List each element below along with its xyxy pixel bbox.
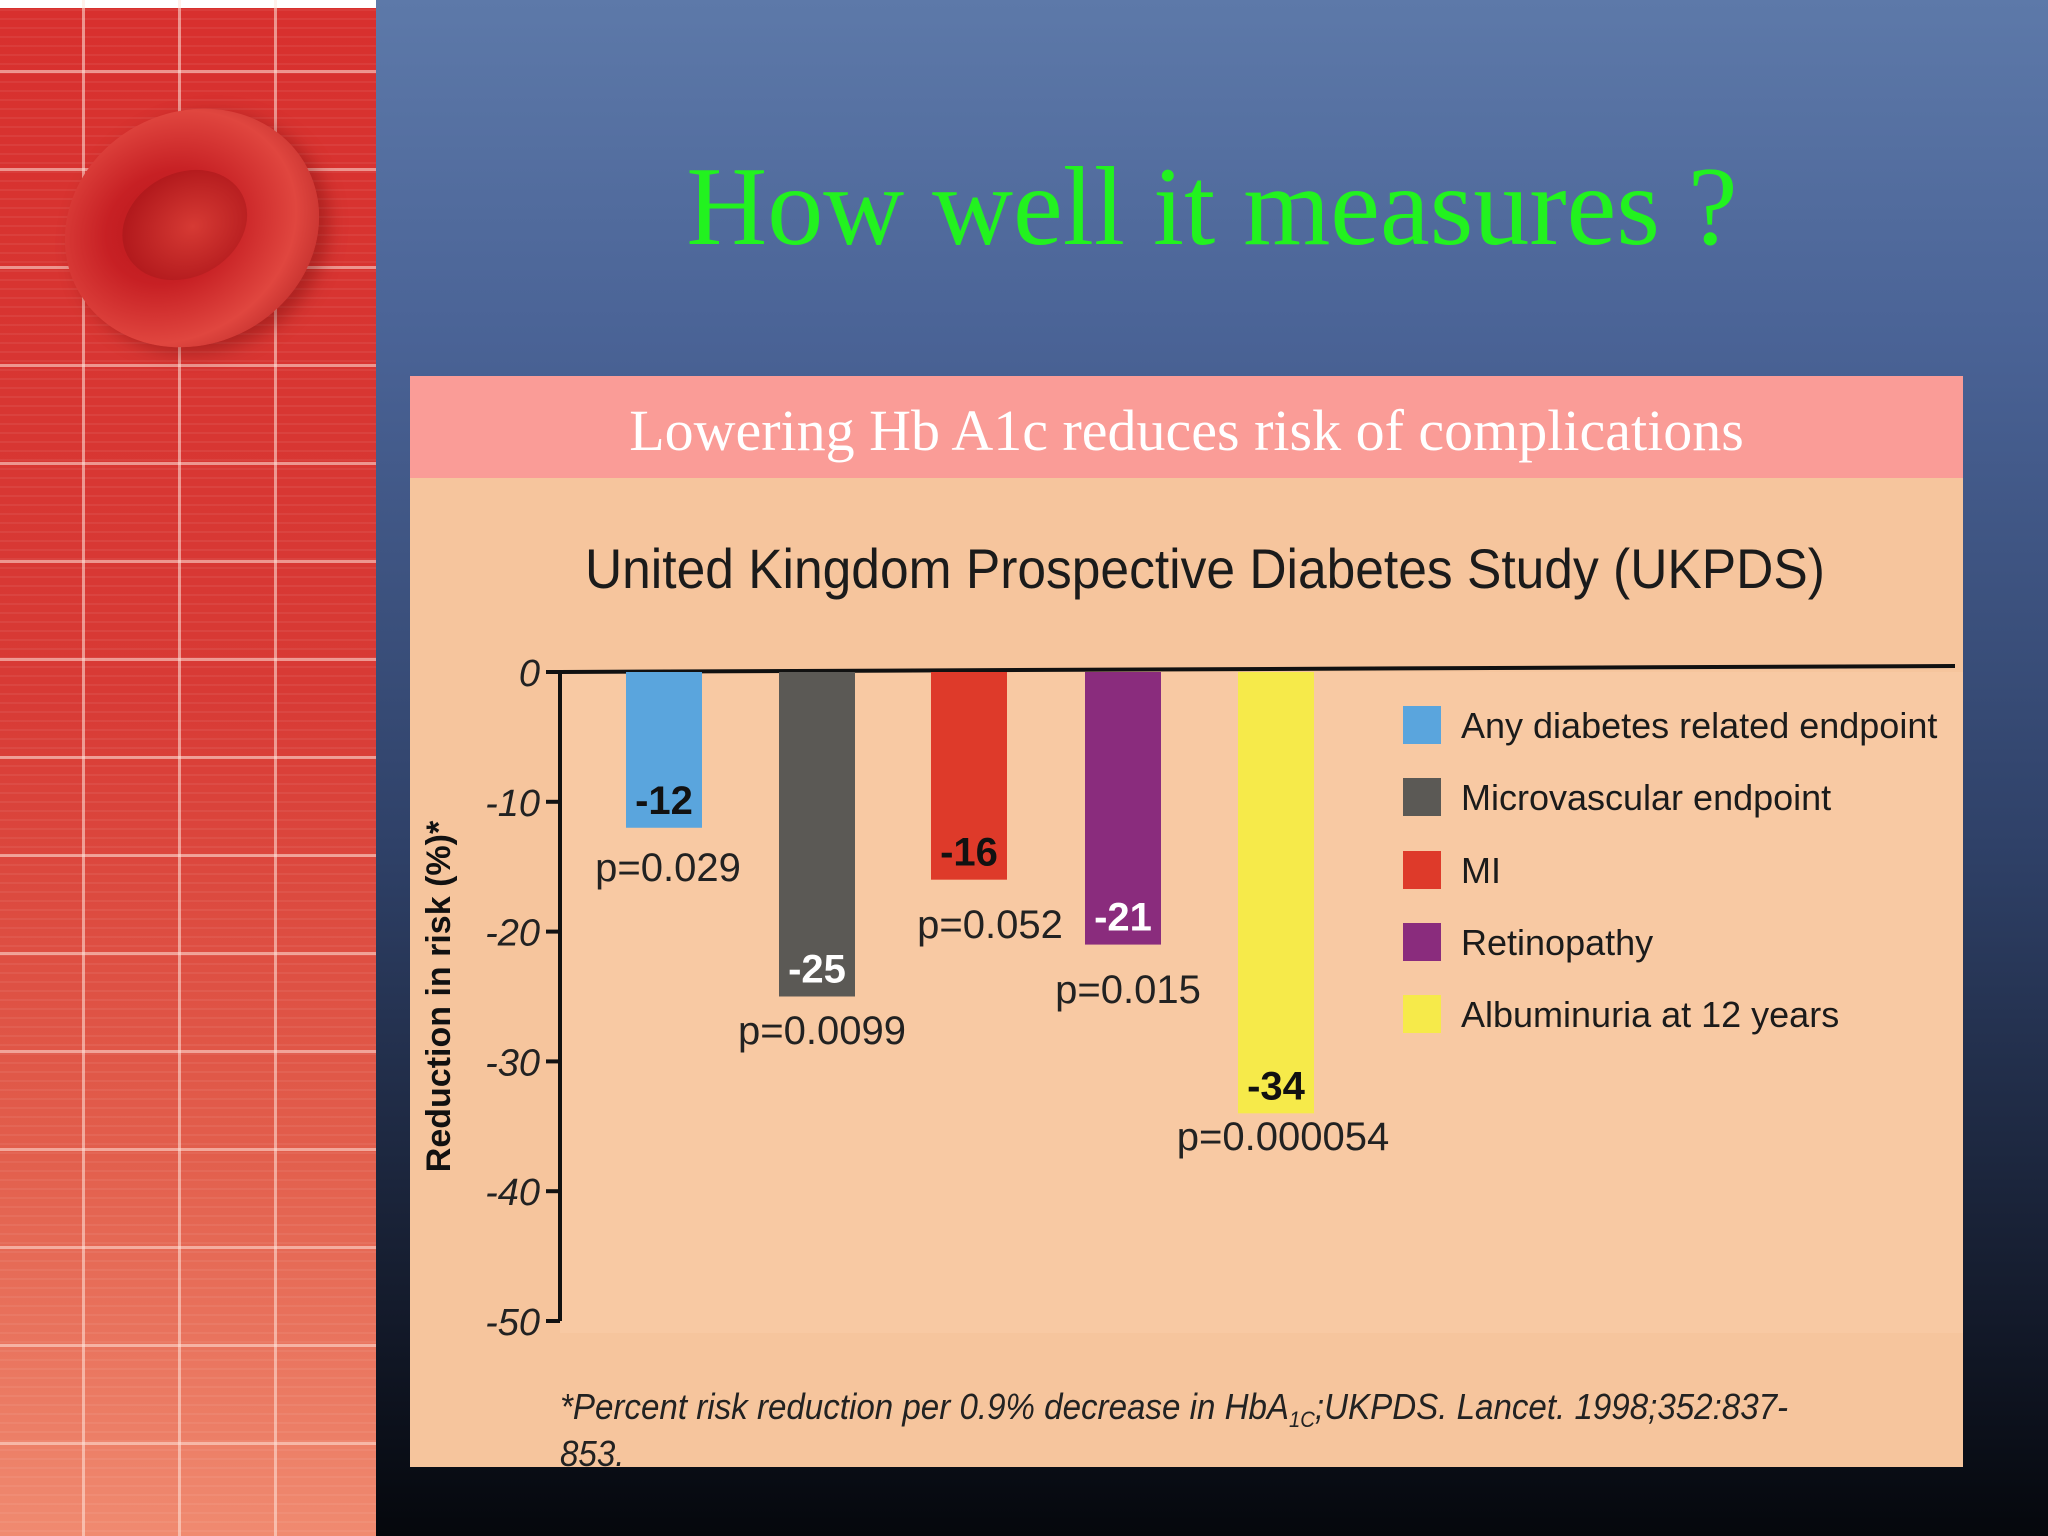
y-tick-label: -30 [485, 1042, 540, 1084]
footnote-subscript: 1C [1289, 1407, 1315, 1433]
bar-5 [1238, 672, 1314, 1114]
legend-label: Retinopathy [1461, 922, 1653, 963]
bar-value-label: -12 [635, 779, 693, 823]
grid-line [0, 756, 376, 759]
grid-line [0, 560, 376, 563]
legend-label: MI [1461, 850, 1501, 891]
y-tick-label: -10 [485, 783, 540, 825]
grid-line [82, 0, 85, 1536]
bar-2 [779, 672, 855, 997]
legend-label: Albuminuria at 12 years [1461, 994, 1839, 1035]
bar-3 [931, 672, 1007, 880]
p-value-label: p=0.0099 [738, 1009, 906, 1053]
grid-line [0, 1344, 376, 1347]
p-value-label: p=0.052 [917, 903, 1063, 947]
legend-label: Any diabetes related endpoint [1461, 705, 1937, 746]
legend-swatch [1403, 706, 1441, 744]
p-value-label: p=0.029 [595, 846, 741, 890]
grid-line [0, 70, 376, 73]
y-tick-label: -50 [485, 1302, 540, 1344]
strip-top-edge [0, 0, 376, 8]
bar-chart: 0 -10 -20 -30 -40 -50 Reduction in risk (%)* -1… [420, 653, 1963, 1344]
grid-line [0, 658, 376, 661]
bar-4 [1085, 672, 1161, 945]
bar-value-label: -25 [788, 948, 846, 992]
grid-line [0, 1050, 376, 1053]
zero-baseline [559, 664, 1956, 674]
grid-line [0, 1442, 376, 1445]
grid-line [274, 0, 277, 1536]
legend-swatch [1403, 778, 1441, 816]
grid-line [0, 1246, 376, 1249]
bar-value-label: -16 [940, 831, 998, 875]
chart-title: United Kingdom Prospective Diabetes Stud… [584, 537, 1825, 600]
grid-line [0, 1148, 376, 1151]
p-value-label: p=0.015 [1055, 968, 1201, 1012]
legend-swatch [1403, 851, 1441, 889]
bar-value-label: -34 [1247, 1064, 1306, 1108]
y-tick-label: -20 [485, 913, 540, 955]
decorative-side-strip [0, 0, 376, 1536]
footnote-suffix: ;UKPDS. Lancet. 1998;352:837-853. [560, 1386, 1789, 1467]
y-tick-label: -40 [485, 1172, 540, 1214]
p-value-label: p=0.000054 [1177, 1115, 1389, 1159]
chart-panel: Lowering Hb A1c reduces risk of complica… [410, 376, 1963, 1467]
slide-title: How well it measures ? [686, 145, 1738, 269]
grid-line [178, 0, 181, 1536]
bar-value-label: -21 [1094, 896, 1152, 940]
footnote-prefix: *Percent risk reduction per 0.9% decreas… [560, 1386, 1290, 1427]
y-tick-label: 0 [519, 653, 540, 695]
panel-header: Lowering Hb A1c reduces risk of complica… [410, 376, 1963, 478]
legend-swatch [1403, 923, 1441, 961]
grid-line [0, 952, 376, 955]
bar-1 [626, 672, 702, 828]
grid-line [0, 462, 376, 465]
grid-line [0, 364, 376, 367]
grid-line [0, 854, 376, 857]
legend-label: Microvascular endpoint [1461, 777, 1831, 818]
legend-swatch [1403, 995, 1441, 1033]
footnote: *Percent risk reduction per 0.9% decreas… [560, 1386, 1851, 1467]
y-axis-label: Reduction in risk (%)* [420, 820, 458, 1172]
